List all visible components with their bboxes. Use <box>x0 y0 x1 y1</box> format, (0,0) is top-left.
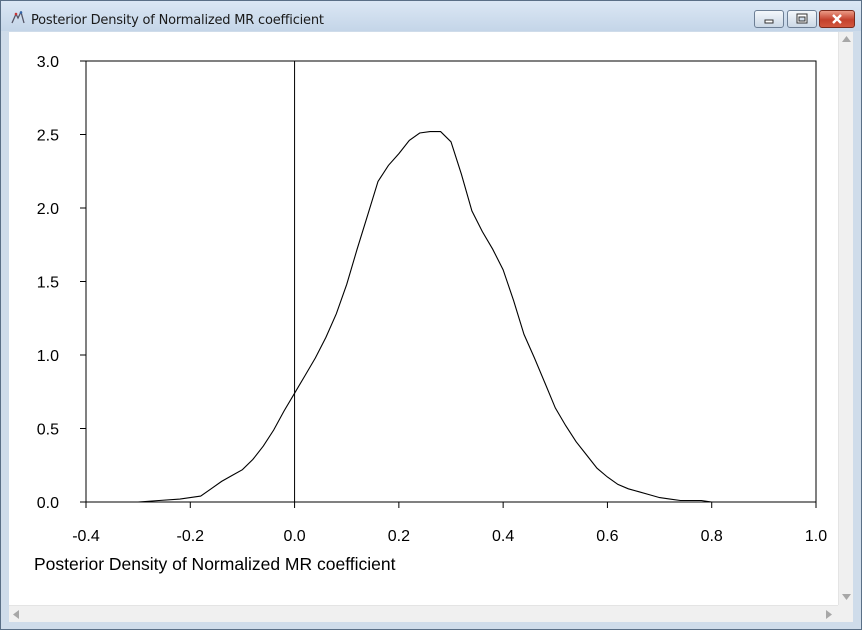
y-tick-label: 1.5 <box>37 275 59 292</box>
client-area: 0.0 0.5 1.0 1.5 2.0 2.5 3.0 -0.4 -0.2 0.0 0.2 0.4 0… <box>9 32 853 622</box>
x-tick-label: 0.4 <box>492 528 514 545</box>
density-curve <box>138 131 733 503</box>
y-tick-label: 2.0 <box>37 201 59 218</box>
x-tick-label: -0.4 <box>72 528 100 545</box>
scroll-right-arrow-icon[interactable] <box>826 610 832 619</box>
x-tick-label: 0.8 <box>701 528 723 545</box>
plot-frame <box>85 60 817 503</box>
y-tick-label: 1.0 <box>37 348 59 365</box>
maximize-button[interactable] <box>787 10 817 28</box>
close-button[interactable] <box>819 10 855 28</box>
scroll-up-arrow-icon[interactable] <box>842 36 851 42</box>
x-tick-label: 0.0 <box>283 528 305 545</box>
y-tick-label: 0.5 <box>37 422 59 439</box>
x-tick-label: 1.0 <box>805 528 827 545</box>
close-icon <box>832 14 842 24</box>
y-tick-label: 3.0 <box>37 54 59 71</box>
title-bar[interactable]: Posterior Density of Normalized MR coeff… <box>1 1 861 31</box>
x-tick-label: 0.6 <box>596 528 618 545</box>
vertical-scrollbar[interactable] <box>838 32 853 605</box>
window-title: Posterior Density of Normalized MR coeff… <box>31 13 324 28</box>
scroll-down-arrow-icon[interactable] <box>842 594 851 600</box>
maximize-icon <box>796 13 808 24</box>
minimize-button[interactable] <box>754 10 784 28</box>
minimize-icon <box>764 19 774 24</box>
x-axis-label: Posterior Density of Normalized MR coeff… <box>34 554 396 574</box>
density-plot: 0.0 0.5 1.0 1.5 2.0 2.5 3.0 -0.4 -0.2 0.0 0.2 0.4 0… <box>34 54 827 574</box>
scroll-left-arrow-icon[interactable] <box>13 610 19 619</box>
y-tick-label: 2.5 <box>37 128 59 145</box>
x-tick-label: 0.2 <box>388 528 410 545</box>
x-tick-label: -0.2 <box>176 528 204 545</box>
scrollbar-corner <box>838 605 853 622</box>
horizontal-scrollbar[interactable] <box>9 605 838 622</box>
app-icon <box>11 11 25 24</box>
y-tick-label: 0.0 <box>37 495 59 512</box>
